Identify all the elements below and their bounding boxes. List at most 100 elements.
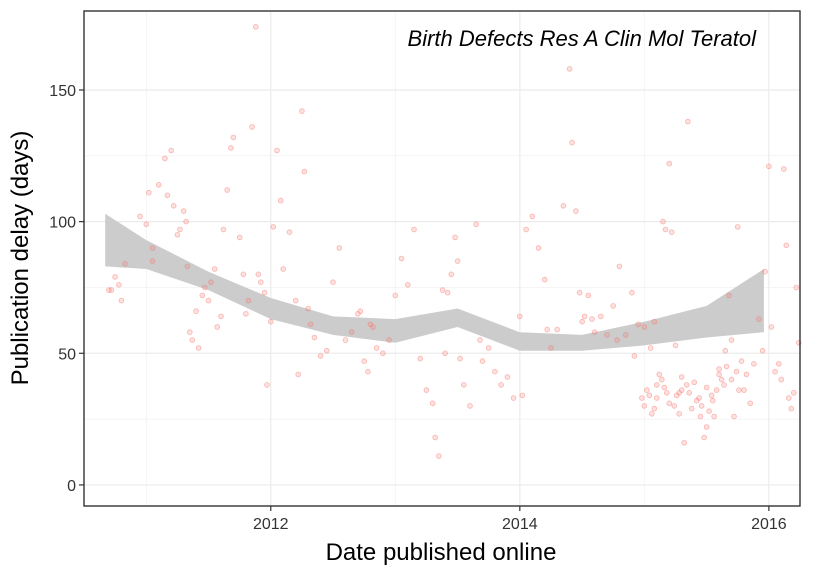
data-point <box>676 410 682 417</box>
data-point <box>728 337 735 343</box>
data-point <box>199 292 206 299</box>
data-point <box>243 310 249 317</box>
data-point <box>716 371 722 378</box>
data-point <box>311 334 318 341</box>
data-point <box>189 337 196 343</box>
data-point <box>681 439 687 446</box>
data-point <box>697 413 704 420</box>
data-point <box>738 358 745 365</box>
data-point <box>267 318 274 325</box>
data-point <box>436 453 442 459</box>
data-point <box>631 353 638 359</box>
data-point <box>444 289 451 296</box>
data-point <box>788 405 795 412</box>
data-point <box>373 345 380 351</box>
data-point <box>155 182 162 188</box>
data-point <box>253 23 259 30</box>
data-point <box>174 232 181 238</box>
data-point <box>663 389 670 396</box>
data-point <box>641 403 648 409</box>
data-point <box>143 221 150 228</box>
data-point <box>423 387 430 393</box>
data-point <box>661 384 668 391</box>
data-point <box>756 316 762 322</box>
data-point <box>177 226 183 233</box>
data-point <box>452 234 458 241</box>
data-point <box>783 242 790 249</box>
data-point <box>535 245 542 251</box>
data-point <box>301 168 308 175</box>
data-point <box>656 371 663 378</box>
data-point <box>673 392 680 399</box>
data-point <box>411 226 417 233</box>
data-point <box>485 345 492 351</box>
data-point <box>307 321 314 328</box>
data-point <box>698 403 705 409</box>
data-point <box>404 281 411 288</box>
data-point <box>648 410 655 417</box>
data-point <box>280 266 287 272</box>
data-point <box>560 203 567 209</box>
data-point <box>336 245 343 251</box>
data-point <box>610 303 616 309</box>
data-point <box>202 284 208 291</box>
data-point <box>685 118 691 125</box>
data-point <box>713 387 720 393</box>
y-tick-label: 50 <box>58 346 76 363</box>
data-point <box>261 289 268 296</box>
data-point <box>183 218 189 225</box>
data-point <box>187 329 193 336</box>
data-point <box>245 297 252 304</box>
data-point <box>305 305 311 312</box>
data-point <box>722 347 729 354</box>
data-point <box>734 224 741 230</box>
data-point <box>230 134 237 141</box>
data-point <box>641 324 648 330</box>
data-point <box>708 392 715 399</box>
data-point <box>224 187 231 193</box>
data-point <box>768 324 775 330</box>
data-point <box>180 208 187 214</box>
panel-background <box>84 11 800 506</box>
data-point <box>193 308 199 315</box>
data-point <box>361 358 368 365</box>
data-point <box>184 263 191 270</box>
data-point <box>386 337 392 343</box>
data-point <box>168 147 175 154</box>
data-point <box>691 379 697 386</box>
data-point <box>255 271 262 278</box>
data-point <box>548 345 554 351</box>
y-tick-label: 150 <box>49 83 76 100</box>
data-point <box>220 226 227 233</box>
data-point <box>330 279 336 286</box>
data-point <box>211 266 218 272</box>
panel-border <box>83 10 801 507</box>
data-point <box>597 313 604 320</box>
data-point <box>274 147 280 154</box>
data-point <box>357 308 364 315</box>
data-point <box>701 434 707 441</box>
data-point <box>370 324 376 330</box>
data-point <box>270 224 277 230</box>
data-point <box>164 192 171 199</box>
data-point <box>793 284 800 291</box>
data-point <box>195 345 202 351</box>
data-point <box>666 160 673 167</box>
data-point <box>460 382 467 388</box>
data-point <box>762 268 768 275</box>
data-point <box>342 337 349 343</box>
data-point <box>703 424 710 430</box>
data-point <box>718 376 725 383</box>
data-point <box>439 287 446 293</box>
data-point <box>736 387 742 393</box>
data-point <box>323 347 330 354</box>
data-point <box>651 318 658 325</box>
data-point <box>170 203 177 209</box>
data-point <box>214 324 221 330</box>
data-point <box>741 387 747 393</box>
data-point <box>277 197 284 204</box>
data-point <box>647 345 654 351</box>
data-point <box>772 368 778 375</box>
data-point <box>492 368 498 375</box>
data-point <box>498 382 504 388</box>
